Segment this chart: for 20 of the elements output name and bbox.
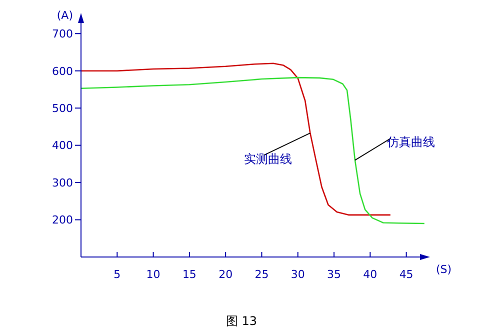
annotation: 实测曲线 [244,152,292,166]
y-tick-label: 600 [52,64,73,78]
x-tick-label: 20 [218,268,233,281]
x-tick-label: 5 [114,268,121,281]
y-tick-label: 200 [52,214,73,227]
x-tick-label: 15 [182,268,196,281]
y-tick-label: 300 [52,176,73,190]
x-tick-label: 35 [327,268,342,281]
y-tick-label: 400 [52,139,73,152]
annotation: 仿真曲线 [386,135,435,150]
y-tick-label: 500 [52,102,73,115]
y-tick-label: 700 [52,28,73,41]
x-tick-label: 30 [290,268,305,281]
x-tick-label: 10 [146,268,160,281]
x-axis-title: (S) [436,263,452,276]
x-tick-label: 40 [363,268,378,281]
y-axis-title: (A) [56,9,73,22]
x-tick-label: 45 [399,268,414,281]
x-tick-label: 25 [254,268,269,281]
caption: 图 13 [226,314,258,328]
